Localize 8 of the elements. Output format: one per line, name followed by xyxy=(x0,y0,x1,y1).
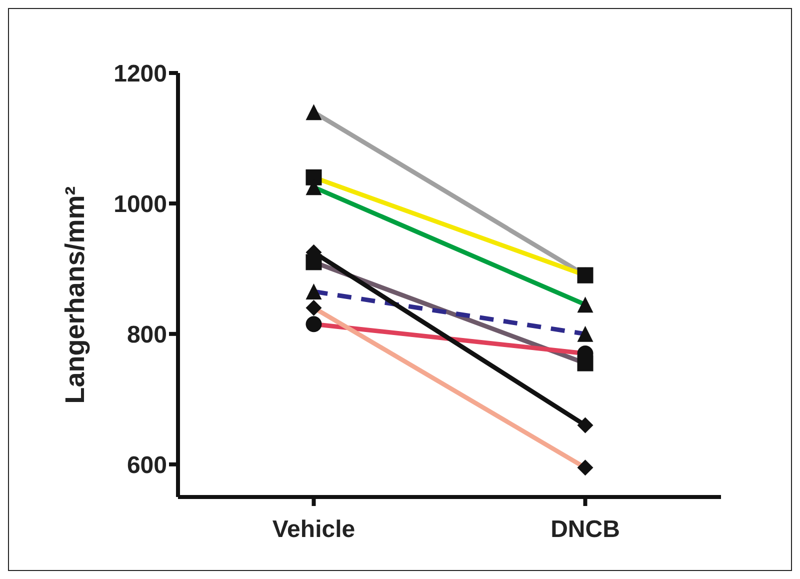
x-tick-label: DNCB xyxy=(550,516,620,544)
y-tick-label: 600 xyxy=(126,452,167,479)
point xyxy=(577,417,594,434)
y-axis-title: Langerhans/mm² xyxy=(60,186,90,404)
y-tick-label: 800 xyxy=(126,321,167,348)
y-tick-label: 1000 xyxy=(114,190,167,218)
y-tick-label: 1200 xyxy=(114,60,167,88)
x-tick-label: Vehicle xyxy=(272,516,356,544)
